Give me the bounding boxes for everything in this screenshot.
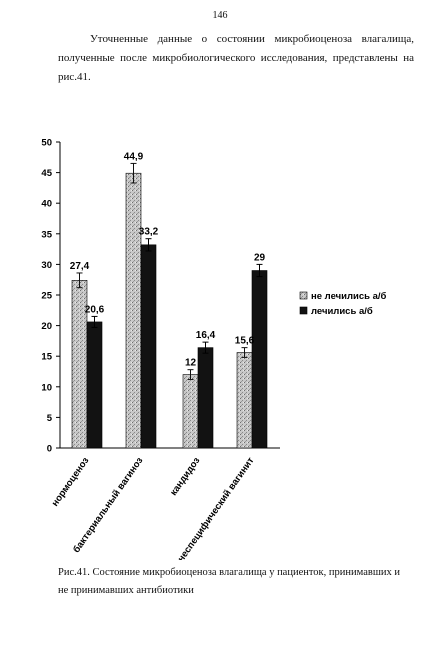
y-tick-label: 25 — [41, 291, 52, 302]
chart-data-labels: 27,4 44,9 12 15,6 20,6 33,2 16,4 29 — [70, 151, 266, 368]
legend-swatch — [299, 291, 308, 300]
chart-bars — [71, 162, 268, 449]
chart-legend: не лечились а/б лечились а/б — [299, 291, 387, 317]
data-label: 33,2 — [139, 227, 159, 238]
legend-swatch — [299, 306, 308, 315]
legend-label: лечились а/б — [311, 306, 373, 317]
y-tick-label: 0 — [47, 444, 52, 455]
y-tick-label: 15 — [41, 352, 52, 363]
bar — [86, 321, 103, 449]
bar — [251, 270, 268, 449]
legend-label: не лечились а/б — [311, 291, 387, 302]
bar — [140, 244, 157, 449]
figure-caption: Рис.41. Состояние микробиоценоза влагали… — [58, 564, 418, 600]
bar — [125, 172, 142, 449]
y-tick-label: 30 — [41, 260, 52, 271]
data-label: 44,9 — [124, 151, 144, 162]
intro-line-3: рис.41. — [58, 71, 91, 83]
data-label: 27,4 — [70, 261, 90, 272]
x-category-label: кандидоз — [168, 455, 202, 498]
bar-chart: 05101520253035404550нормоценозбактериаль… — [41, 138, 387, 561]
y-tick-label: 50 — [41, 138, 52, 149]
data-label: 15,6 — [235, 336, 255, 347]
y-tick-label: 5 — [47, 413, 53, 424]
y-tick-label: 35 — [41, 229, 52, 240]
caption-line-1: Рис.41. Состояние микробиоценоза влагали… — [58, 567, 401, 578]
y-tick-label: 20 — [41, 321, 52, 332]
page-number: 146 — [212, 10, 228, 21]
y-tick-label: 10 — [41, 382, 52, 393]
x-category-label: нормоценоз — [50, 455, 92, 508]
data-label: 16,4 — [196, 330, 216, 341]
caption-line-2: не принимавших антибиотики — [58, 585, 194, 596]
y-tick-label: 40 — [41, 199, 52, 210]
intro-line-1: Уточненные данные о состоянии микробиоце… — [90, 33, 414, 45]
data-label: 29 — [254, 252, 266, 263]
intro-paragraph: Уточненные данные о состоянии микробиоце… — [58, 30, 414, 87]
y-tick-label: 45 — [41, 168, 52, 179]
bar — [197, 347, 214, 449]
bar — [236, 352, 253, 449]
data-label: 12 — [185, 358, 197, 369]
data-label: 20,6 — [85, 304, 105, 315]
intro-line-2: полученные после микробиологического исс… — [58, 52, 414, 64]
bar — [182, 374, 199, 449]
